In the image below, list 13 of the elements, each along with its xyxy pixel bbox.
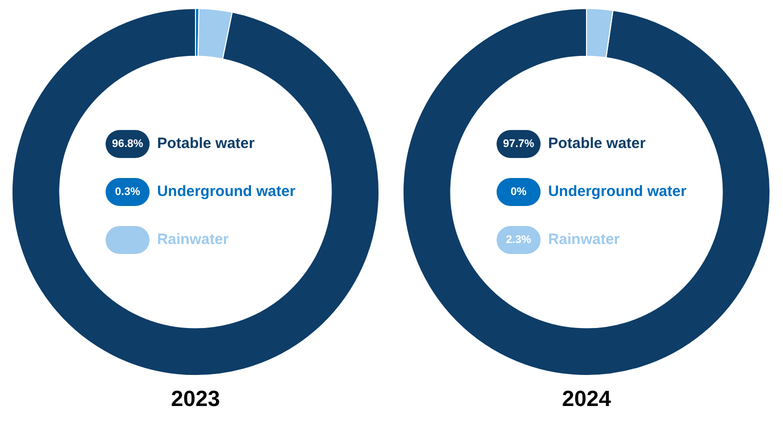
data-label: 96.8% (112, 138, 144, 150)
data-label: 97.7% (502, 138, 534, 150)
text: 2023 (170, 386, 221, 412)
legend-label: Potable water (548, 135, 646, 152)
data-label: 2.3% (506, 234, 532, 246)
text: 2024 (561, 386, 612, 412)
data-label: 0.3% (115, 186, 140, 198)
legend-label: Underground water (157, 183, 296, 200)
text: 0% (510, 186, 527, 198)
legend-label: Rainwater (548, 231, 620, 248)
legend-label: Potable water (157, 135, 255, 152)
legend-label: Underground water (548, 183, 687, 200)
legend-label: Rainwater (157, 231, 229, 248)
